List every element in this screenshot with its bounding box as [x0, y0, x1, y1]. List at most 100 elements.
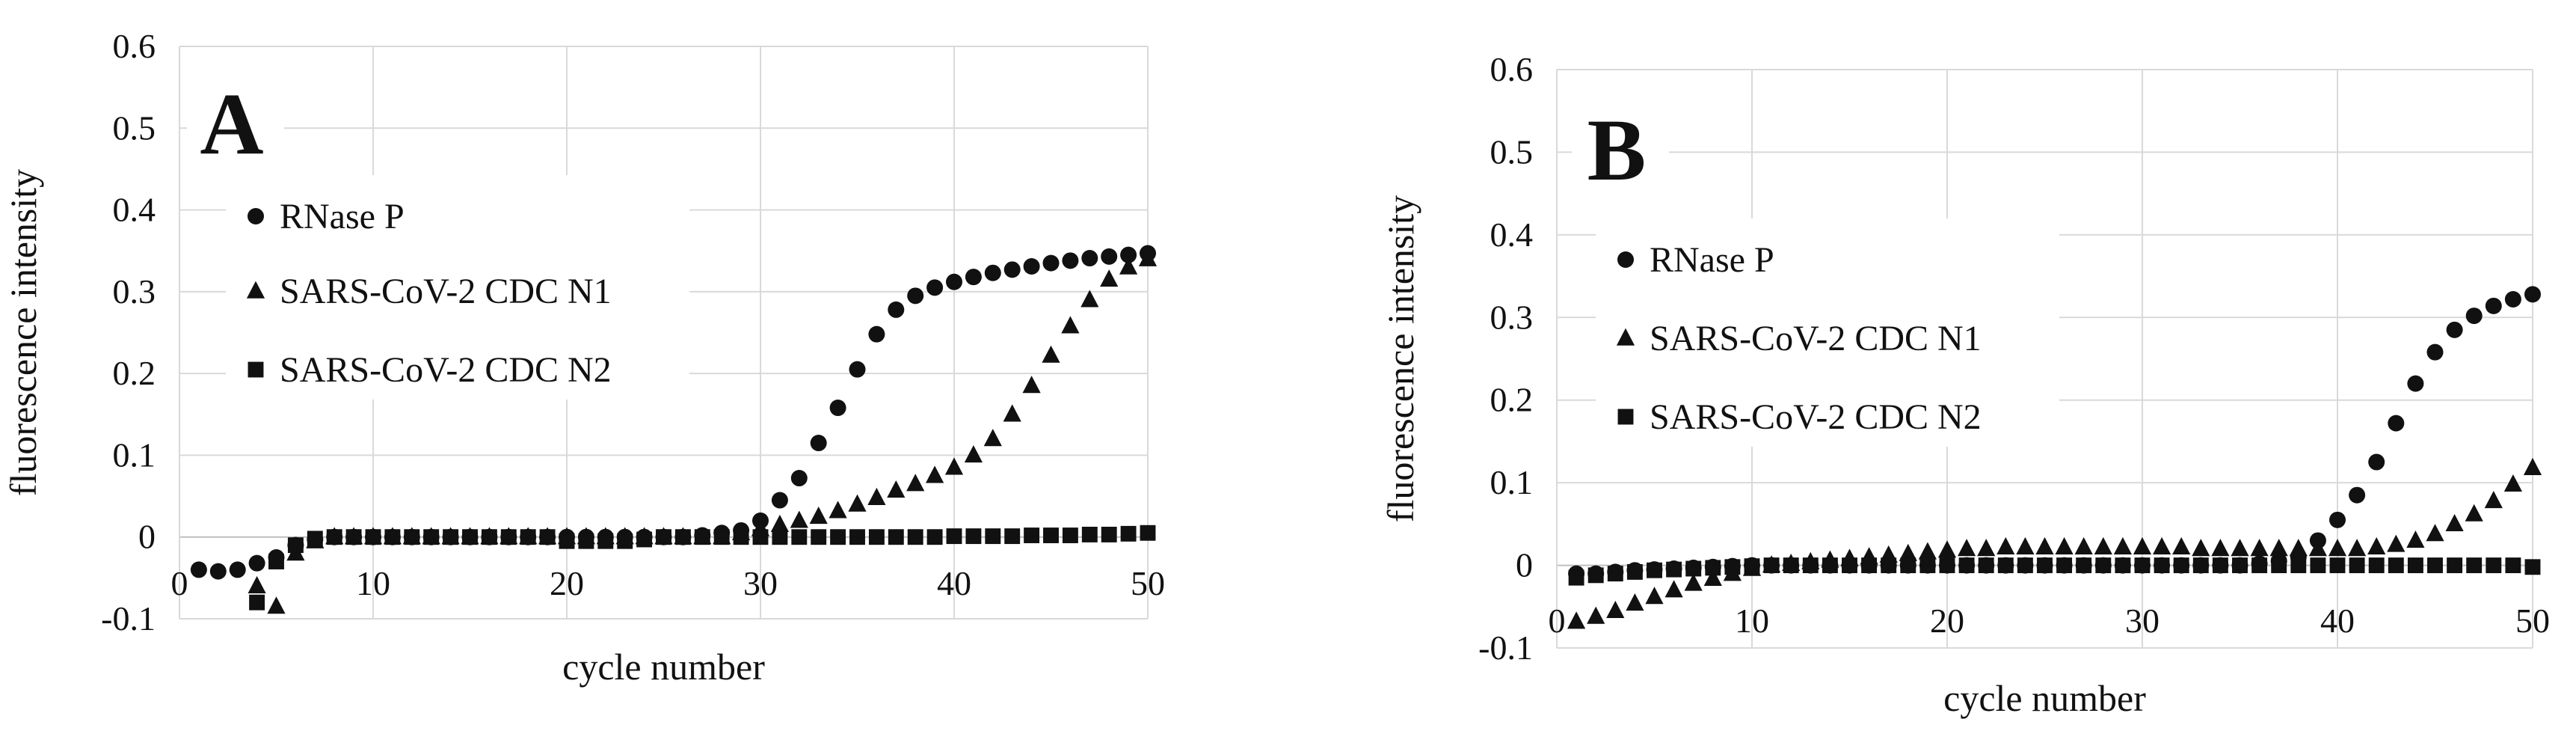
x-tick-label: 20 — [1930, 602, 1964, 640]
data-point-triangle — [770, 514, 789, 533]
data-point-triangle — [887, 480, 906, 498]
data-point-circle — [1120, 246, 1137, 263]
data-point-square — [2524, 559, 2541, 575]
data-point-square — [2154, 557, 2170, 574]
data-point-square — [2388, 557, 2404, 574]
data-point-circle — [1023, 257, 1040, 275]
data-point-square — [423, 529, 440, 545]
data-point-square — [2232, 557, 2248, 574]
data-point-square — [2037, 557, 2053, 574]
data-point-square — [1997, 557, 2014, 574]
data-point-circle — [965, 269, 982, 286]
data-point-triangle — [1664, 580, 1683, 598]
data-point-square — [926, 529, 943, 545]
data-point-circle — [907, 287, 924, 305]
data-point-square — [1626, 563, 1643, 580]
data-point-circle — [2504, 290, 2521, 308]
data-point-square — [1763, 557, 1780, 574]
data-point-triangle — [2074, 536, 2093, 554]
data-point-triangle — [1977, 539, 1996, 557]
data-point-triangle — [1022, 376, 1041, 394]
data-point-triangle — [2387, 534, 2406, 552]
data-point-triangle — [2172, 536, 2191, 554]
legend-item: RNase P — [248, 197, 405, 236]
data-point-square — [1101, 526, 1117, 542]
panel-letter: B — [1587, 101, 1647, 199]
data-point-triangle — [267, 596, 286, 614]
legend-marker-square — [248, 361, 264, 378]
y-tick-label: 0.5 — [113, 108, 156, 147]
data-point-square — [2466, 557, 2483, 574]
legend-marker-triangle — [1616, 328, 1635, 346]
data-point-square — [1140, 525, 1156, 541]
data-point-square — [1978, 557, 1994, 574]
data-point-square — [1607, 566, 1623, 582]
data-point-square — [2310, 557, 2326, 574]
data-point-square — [617, 533, 633, 549]
legend-label: SARS-CoV-2 CDC N2 — [280, 350, 612, 390]
y-tick-label: 0.4 — [113, 191, 156, 229]
data-point-triangle — [809, 506, 828, 525]
data-point-square — [249, 594, 265, 611]
data-point-square — [868, 529, 885, 545]
x-tick-label: 10 — [1735, 602, 1769, 640]
data-point-triangle — [2484, 491, 2503, 509]
y-tick-label: 0.5 — [1490, 132, 1534, 171]
x-tick-label: 10 — [356, 564, 390, 602]
data-point-triangle — [1937, 540, 1957, 558]
data-point-circle — [946, 273, 962, 290]
data-point-square — [2447, 557, 2463, 574]
series-square — [1568, 557, 2541, 586]
data-point-square — [2095, 557, 2112, 574]
x-axis-label: cycle number — [1943, 677, 2146, 719]
legend-item: RNase P — [1617, 240, 1774, 280]
data-point-square — [752, 529, 769, 545]
data-point-square — [1900, 557, 1916, 574]
data-point-square — [1861, 557, 1878, 574]
data-point-square — [443, 529, 459, 545]
data-point-square — [1881, 557, 1897, 574]
data-point-square — [694, 529, 710, 545]
legend-label: RNase P — [1650, 240, 1774, 280]
series-square — [249, 525, 1156, 611]
data-point-circle — [229, 561, 246, 578]
data-point-circle — [888, 301, 905, 318]
data-point-triangle — [2153, 536, 2171, 554]
data-point-circle — [2329, 511, 2346, 528]
data-point-square — [384, 529, 401, 545]
data-point-circle — [1081, 250, 1098, 267]
data-point-triangle — [829, 501, 847, 519]
data-point-square — [2212, 557, 2228, 574]
data-point-circle — [849, 361, 866, 378]
data-point-square — [849, 529, 865, 545]
legend: RNase P SARS-CoV-2 CDC N1 SARS-CoV-2 CDC N… — [1596, 218, 2059, 447]
data-point-triangle — [2426, 524, 2444, 542]
data-point-triangle — [1587, 606, 1605, 624]
legend-item: SARS-CoV-2 CDC N2 — [1617, 397, 1982, 437]
data-point-circle — [1062, 252, 1079, 269]
data-point-circle — [1101, 248, 1118, 265]
legend-marker-square — [1617, 409, 1634, 425]
data-point-circle — [2465, 308, 2483, 325]
data-point-triangle — [2523, 457, 2542, 475]
data-point-triangle — [867, 487, 886, 505]
data-point-circle — [2485, 297, 2502, 314]
data-point-triangle — [2211, 539, 2230, 557]
data-point-square — [636, 531, 653, 548]
data-point-square — [1004, 528, 1021, 545]
data-point-square — [2115, 557, 2131, 574]
panel-letter: A — [200, 75, 263, 173]
data-point-circle — [2524, 286, 2541, 303]
legend-item: SARS-CoV-2 CDC N1 — [246, 272, 612, 311]
data-point-square — [946, 528, 962, 545]
data-point-square — [287, 537, 304, 554]
data-point-square — [1939, 557, 1955, 574]
x-tick-label: 30 — [743, 564, 778, 602]
data-point-triangle — [1645, 587, 1664, 605]
data-point-square — [1724, 559, 1741, 575]
data-point-triangle — [926, 465, 944, 483]
data-point-square — [500, 529, 517, 545]
data-point-square — [1024, 528, 1040, 543]
legend-label: SARS-CoV-2 CDC N1 — [1650, 319, 1982, 358]
panel-letter-background — [187, 79, 284, 172]
